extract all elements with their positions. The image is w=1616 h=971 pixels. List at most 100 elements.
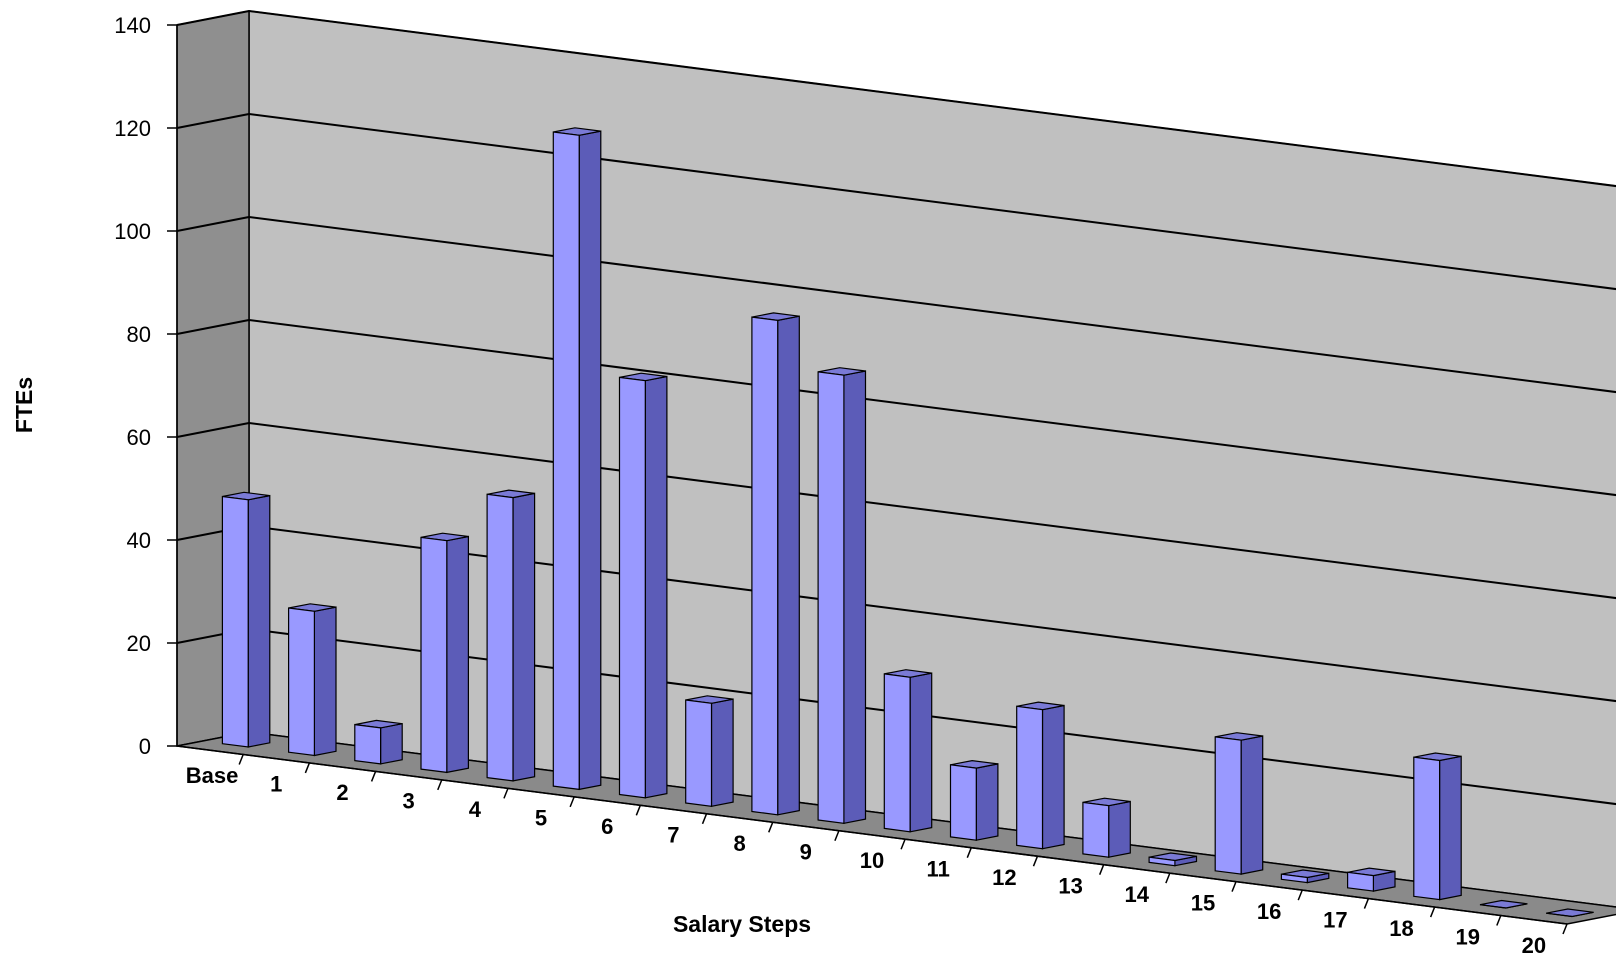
bar-front: [618, 376, 646, 799]
x-tick-mark: [1231, 881, 1237, 892]
y-tick-labels: 0 20 40 60 80 100 120 140: [114, 13, 151, 759]
x-tick-label: 9: [800, 840, 812, 865]
bar-side: [1240, 735, 1264, 875]
x-tick-mark: [966, 847, 972, 858]
bar: [685, 695, 734, 808]
x-tick-mark: [1032, 855, 1039, 867]
bar-front: [552, 131, 580, 791]
x-tick-mark: [569, 796, 575, 808]
bar-side: [909, 672, 933, 833]
bar-front: [817, 371, 845, 824]
bar-front: [1479, 904, 1506, 909]
y-tick-label: 100: [114, 219, 151, 244]
bar: [420, 532, 469, 774]
bar-front: [221, 495, 249, 748]
bar-front: [1214, 736, 1242, 875]
x-tick-mark: [1165, 872, 1171, 884]
y-axis-title: FTEs: [11, 377, 37, 433]
bar-side: [1108, 800, 1131, 858]
x-tick-label: 2: [336, 780, 348, 805]
gridline: [248, 10, 1616, 188]
x-tick-label: 5: [535, 806, 547, 831]
x-tick-mark: [238, 754, 244, 765]
gridlines: [176, 10, 1616, 806]
x-tick-label: 17: [1323, 907, 1347, 932]
bar-side: [1041, 704, 1065, 850]
bar-side: [777, 315, 800, 816]
bar: [1214, 732, 1264, 875]
bar-front: [1280, 873, 1308, 884]
bar-side: [1438, 755, 1462, 901]
x-tick-mark: [635, 805, 642, 816]
bars: [221, 127, 1594, 918]
x-tick-label: 4: [469, 797, 482, 822]
x-tick-mark: [1562, 923, 1568, 935]
x-tick-label: 10: [860, 848, 884, 873]
x-tick-mark: [1429, 906, 1436, 918]
y-tick-label: 120: [114, 116, 151, 141]
gridline-side: [176, 216, 250, 232]
y-tick-label: 40: [127, 528, 151, 553]
x-tick-label: 19: [1455, 924, 1479, 949]
bar: [883, 669, 933, 833]
x-axis-line: [176, 745, 1568, 925]
gridline: [248, 113, 1616, 291]
bar: [221, 491, 271, 748]
x-tick-mark: [834, 830, 840, 842]
x-tick-mark: [370, 771, 377, 782]
bar-front: [1148, 856, 1176, 867]
bar-side: [313, 606, 337, 757]
bar-side: [380, 722, 403, 765]
x-tick-mark: [701, 813, 708, 825]
gridline: [248, 422, 1616, 600]
bar-front: [1346, 871, 1375, 892]
gridline: [248, 319, 1616, 497]
bar: [949, 759, 999, 841]
axes: [167, 24, 1568, 935]
bar-front: [685, 699, 713, 807]
x-tick-label: 14: [1125, 882, 1150, 907]
bar-side: [843, 370, 867, 825]
y-tick-label: 140: [114, 13, 151, 38]
y-tick-label: 0: [139, 734, 151, 759]
bar-side: [644, 375, 668, 799]
bar: [1413, 752, 1462, 901]
bar: [486, 489, 536, 782]
bar: [1148, 852, 1198, 867]
bar-side: [512, 492, 536, 782]
x-tick-mark: [1496, 915, 1502, 926]
bar-front: [288, 607, 315, 757]
x-tick-label: 12: [992, 865, 1016, 890]
bar: [1546, 908, 1594, 918]
x-tick-label: 16: [1257, 899, 1281, 924]
bar: [1016, 701, 1065, 850]
x-tick-label: 20: [1522, 933, 1546, 958]
gridline: [248, 525, 1616, 703]
gridline: [248, 216, 1616, 394]
gridline-side: [176, 10, 250, 26]
bar: [817, 367, 867, 825]
gridline-side: [176, 113, 250, 129]
bar: [1479, 899, 1528, 909]
bar-front: [1082, 801, 1110, 858]
bar-front: [883, 673, 911, 833]
bar-front: [420, 536, 448, 774]
bar: [751, 312, 800, 816]
x-tick-mark: [437, 779, 443, 791]
x-tick-mark: [768, 822, 774, 833]
x-tick-mark: [503, 788, 509, 799]
gridline-side: [176, 319, 250, 335]
x-tick-label: 8: [733, 831, 745, 856]
x-tick-mark: [304, 762, 311, 774]
bar-front: [1413, 756, 1441, 901]
bar-side: [710, 698, 734, 808]
gridline: [248, 628, 1616, 806]
x-tick-mark: [900, 838, 906, 850]
bar-front: [949, 764, 977, 841]
x-tick-labels: Base 1 2 3 4 5 6 7 8 9 10 11 12 13 14 15 16 17 18 19 20: [186, 763, 1546, 958]
bar-front: [751, 316, 779, 816]
bar: [552, 127, 602, 791]
bar-front: [1546, 912, 1573, 918]
bar-front: [486, 493, 514, 782]
